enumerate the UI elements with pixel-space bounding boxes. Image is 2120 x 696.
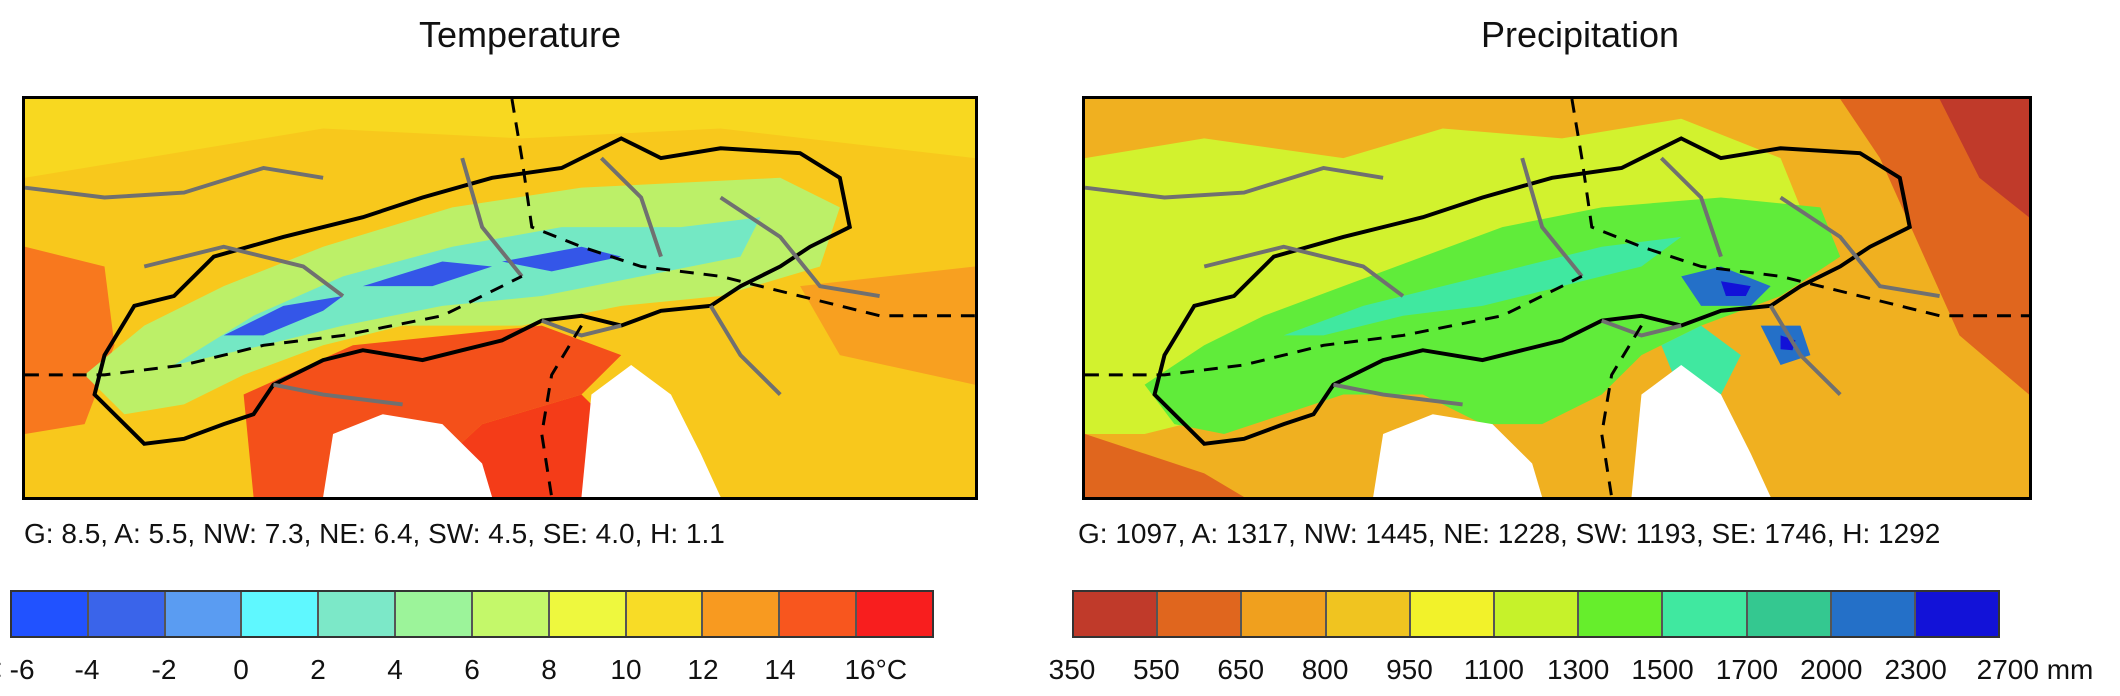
temperature-colorbar-tick-label: 8 (541, 654, 557, 685)
precipitation-map (1082, 96, 2032, 500)
temperature-colorbar-cell (626, 592, 704, 636)
precipitation-colorbar-ticks: 350 550 650 800 950 1100 1300 1500 1700 2000 2300 2… (1049, 654, 2094, 690)
temperature-colorbar-cell (396, 592, 473, 636)
temperature-colorbar-tick-label: 4 (387, 654, 403, 685)
temperature-stats: G: 8.5, A: 5.5, NW: 7.3, NE: 6.4, SW: 4.… (24, 518, 725, 549)
temperature-colorbar-cell (703, 592, 781, 636)
precipitation-colorbar-tick-label: 1100 (1463, 654, 1524, 685)
north-fill (25, 99, 975, 178)
precipitation-colorbar-tick-label: 2300 (1884, 654, 1947, 685)
adriatic-sea (581, 364, 721, 497)
wet-alps (1144, 197, 1841, 434)
temperature-colorbar-ticks: < -6 -4 -2 0 2 4 6 8 10 12 14 16°C (0, 654, 934, 690)
precipitation-colorbar-tick-label: 1500 (1631, 654, 1694, 685)
ligurian-sea (323, 414, 493, 497)
temperature-colorbar-tick-label: -2 (151, 654, 177, 685)
precipitation-colorbar-tick-label: 800 (1301, 654, 1349, 685)
precipitation-colorbar-cell (1494, 592, 1580, 636)
adriatic-sea (1631, 364, 1771, 497)
temperature-colorbar-tick-label: 12 (687, 654, 719, 685)
precipitation-colorbar (1072, 590, 2000, 638)
ligurian-sea (1373, 414, 1543, 497)
temperature-colorbar-tick-label: 14 (764, 654, 796, 685)
driest-east (1939, 99, 2029, 218)
temperature-colorbar-cell (165, 592, 243, 636)
temperature-colorbar-cell (472, 592, 550, 636)
temperature-colorbar-cell (780, 592, 858, 636)
alps-high (174, 217, 761, 365)
temperature-colorbar-tick-label: 16°C (844, 654, 908, 685)
precipitation-colorbar-cell (1747, 592, 1832, 636)
alps-peaks (223, 246, 622, 336)
precipitation-colorbar-tick-label: 2700 mm (1976, 654, 2094, 685)
temperature-colorbar-tick-label: 10 (610, 654, 642, 685)
precipitation-colorbar-cell (1326, 592, 1411, 636)
precipitation-colorbar-tick-label: 950 (1386, 654, 1433, 685)
precipitation-colorbar-tick-label: 1300 (1547, 654, 1610, 685)
country-borders (1085, 156, 1940, 407)
east-warm (800, 266, 975, 385)
precipitation-colorbar-cell (1915, 592, 1999, 636)
temperature-colorbar-tick-label: -4 (74, 654, 100, 685)
precipitation-colorbar-cell (1579, 592, 1664, 636)
temperature-colorbar-cell (319, 592, 397, 636)
maximum-wet (1720, 281, 1796, 351)
precipitation-colorbar-cell (1242, 592, 1327, 636)
subregion-divisions (1085, 99, 2029, 497)
precipitation-title: Precipitation (1480, 14, 1680, 55)
precipitation-colorbar-tick-label: 1700 (1715, 654, 1779, 685)
temperature-colorbar-tick-label: < -6 (0, 654, 35, 685)
temperature-colorbar (10, 590, 934, 638)
country-borders (25, 156, 880, 407)
subregion-divisions (25, 99, 975, 497)
precipitation-colorbar-cell (1831, 592, 1916, 636)
greater-alpine-boundary (92, 136, 853, 446)
temperature-title: Temperature (418, 14, 622, 55)
precipitation-panel: Precipitation G: 1097, A: 1317, NW: 1445… (1049, 0, 2100, 696)
precipitation-colorbar-cell (1663, 592, 1748, 636)
precipitation-colorbar-cell (1158, 592, 1243, 636)
precipitation-colorbar-tick-label: 350 (1048, 654, 1096, 685)
temperature-map (22, 96, 978, 500)
temperature-colorbar-tick-label: 2 (310, 654, 326, 685)
precipitation-colorbar-tick-label: 550 (1133, 654, 1180, 685)
dry-southwest (1085, 433, 1244, 497)
temperature-colorbar-tick-label: 6 (464, 654, 480, 685)
precipitation-colorbar-cell (1074, 592, 1159, 636)
precipitation-colorbar-cell (1410, 592, 1495, 636)
temperature-panel: Temperature G: 8.5, A: 5.5, NW: 7.3, NE:… (0, 0, 1040, 696)
precipitation-map-graphic (1085, 99, 2029, 497)
temperature-colorbar-cell (88, 592, 166, 636)
temperature-map-graphic (25, 99, 975, 497)
temperature-colorbar-tick-label: 0 (233, 654, 249, 685)
temperature-colorbar-cell (857, 592, 932, 636)
greater-alpine-boundary (1152, 136, 1913, 446)
extreme-wet (1681, 266, 1811, 365)
temperature-colorbar-cell (242, 592, 320, 636)
temperature-colorbar-cell (12, 592, 89, 636)
precipitation-stats: G: 1097, A: 1317, NW: 1445, NE: 1228, SW… (1078, 518, 1941, 549)
precipitation-colorbar-tick-label: 650 (1217, 654, 1265, 685)
temperature-colorbar-cell (549, 592, 627, 636)
southwest-warm (25, 246, 115, 434)
precipitation-colorbar-tick-label: 2000 (1800, 654, 1863, 685)
